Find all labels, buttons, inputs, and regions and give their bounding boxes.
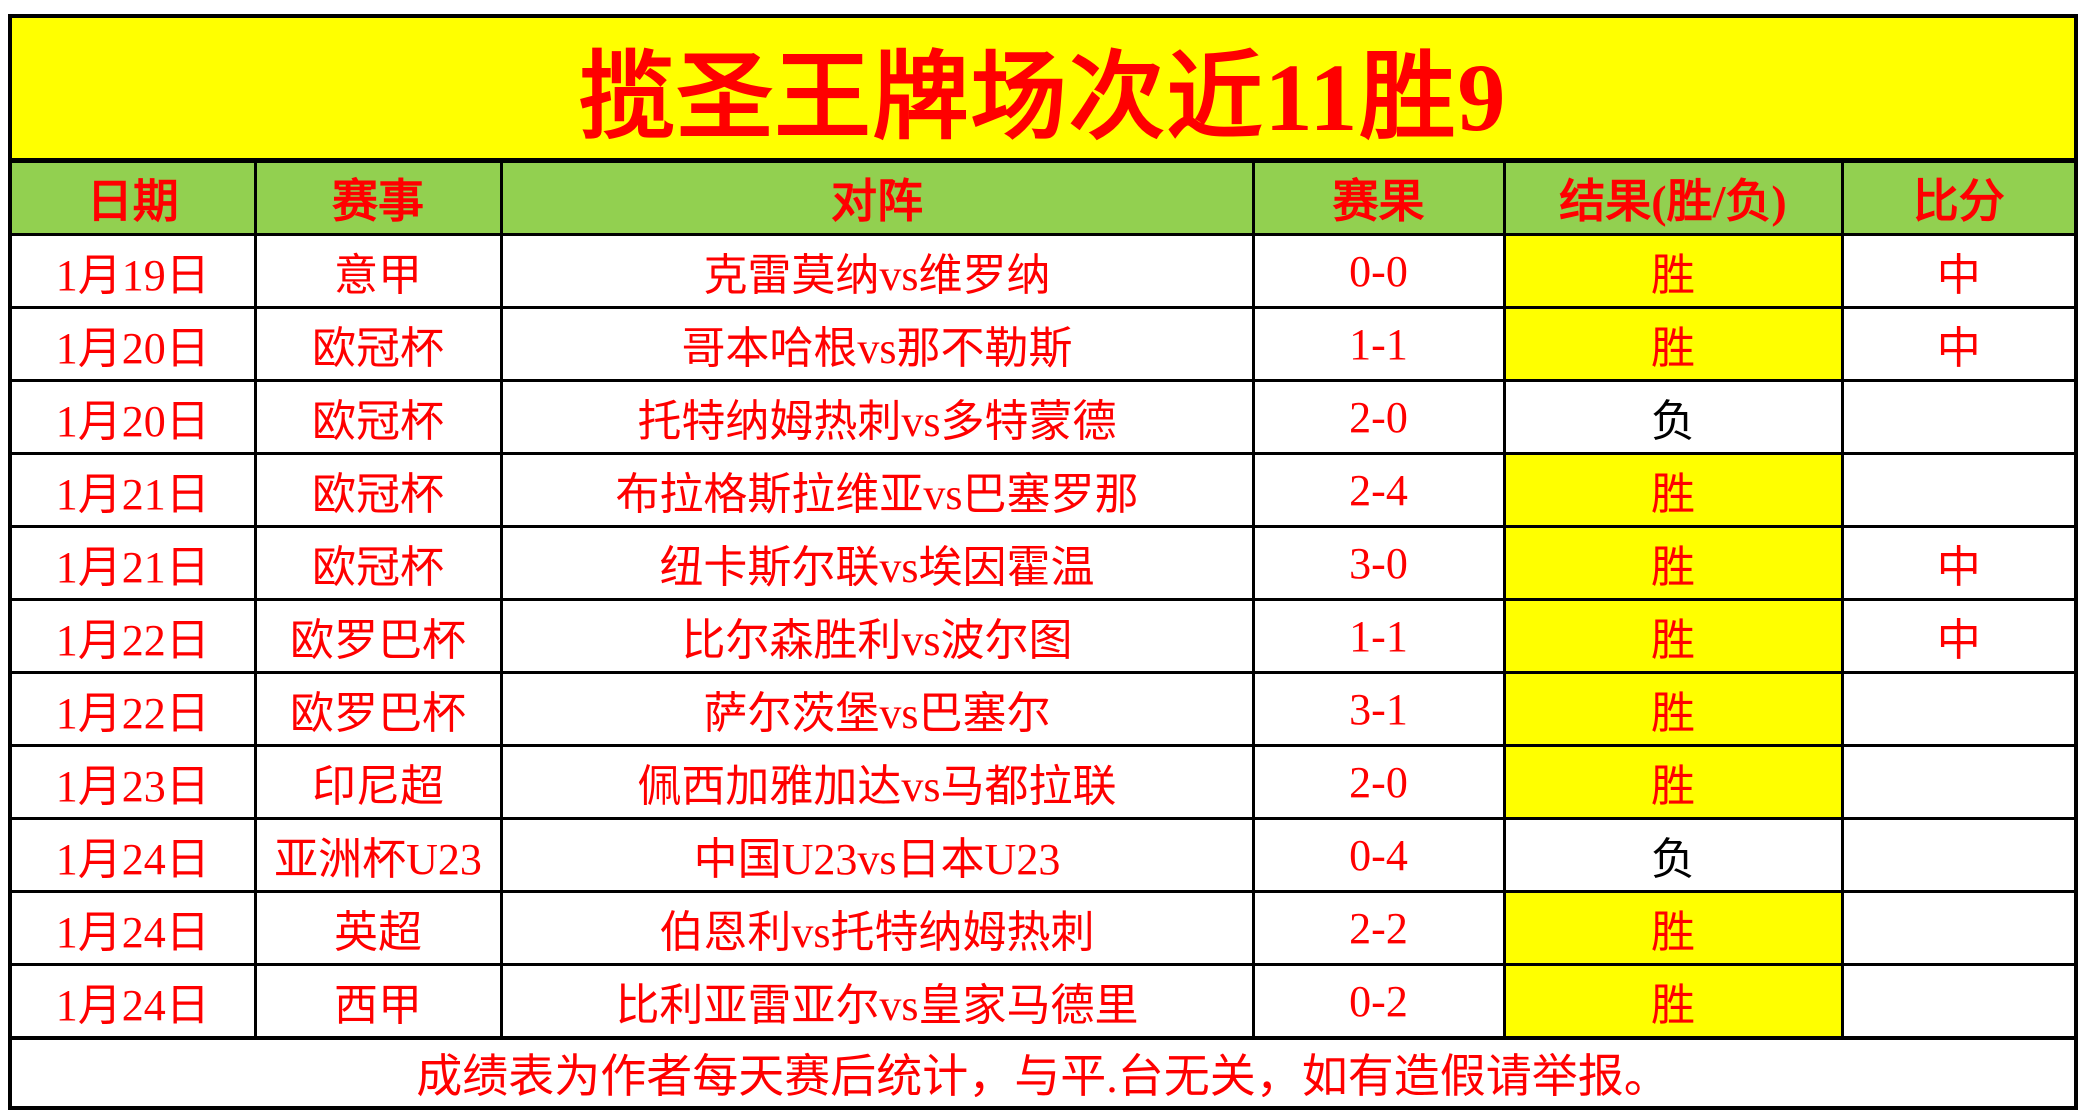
date-cell: 1月24日 bbox=[8, 963, 257, 1040]
outcome-cell bbox=[1840, 890, 2078, 966]
table-row: 1月24日 西甲 比利亚雷亚尔vs皇家马德里 0-2 胜 bbox=[8, 963, 2078, 1040]
outcome-cell bbox=[1840, 963, 2078, 1040]
league-cell: 亚洲杯U23 bbox=[253, 817, 503, 893]
date-cell: 1月24日 bbox=[8, 817, 257, 893]
banner-cell: 揽圣王牌场次近11胜9 bbox=[8, 14, 2078, 163]
outcome-cell: 中 bbox=[1840, 525, 2078, 601]
outcome-cell: 中 bbox=[1840, 598, 2078, 674]
league-cell: 英超 bbox=[253, 890, 503, 966]
score-cell: 2-2 bbox=[1251, 890, 1506, 966]
page-title: 揽圣王牌场次近11胜9 bbox=[578, 43, 1508, 151]
score-cell: 0-0 bbox=[1251, 233, 1506, 309]
league-cell: 欧罗巴杯 bbox=[253, 671, 503, 747]
match-cell: 佩西加雅加达vs马都拉联 bbox=[499, 744, 1255, 820]
result-cell: 胜 bbox=[1502, 744, 1844, 820]
match-cell: 托特纳姆热刺vs多特蒙德 bbox=[499, 379, 1255, 455]
table-row: 1月20日 欧冠杯 哥本哈根vs那不勒斯 1-1 胜 中 bbox=[8, 306, 2078, 382]
league-cell: 欧罗巴杯 bbox=[253, 598, 503, 674]
table-row: 1月22日 欧罗巴杯 比尔森胜利vs波尔图 1-1 胜 中 bbox=[8, 598, 2078, 674]
score-cell: 0-2 bbox=[1251, 963, 1506, 1040]
table-row: 1月24日 亚洲杯U23 中国U23vs日本U23 0-4 负 bbox=[8, 817, 2078, 893]
score-cell: 0-4 bbox=[1251, 817, 1506, 893]
table-row: 1月19日 意甲 克雷莫纳vs维罗纳 0-0 胜 中 bbox=[8, 233, 2078, 309]
date-cell: 1月20日 bbox=[8, 306, 257, 382]
league-cell: 意甲 bbox=[253, 233, 503, 309]
table-row: 1月24日 英超 伯恩利vs托特纳姆热刺 2-2 胜 bbox=[8, 890, 2078, 966]
league-cell: 欧冠杯 bbox=[253, 525, 503, 601]
banner-row: 揽圣王牌场次近11胜9 bbox=[8, 14, 2078, 163]
result-cell: 胜 bbox=[1502, 598, 1844, 674]
score-cell: 2-0 bbox=[1251, 744, 1506, 820]
footer-body: 成绩表为作者每天赛后统计，与平.台无关，如有造假请举报。 bbox=[8, 1036, 2078, 1110]
match-cell: 纽卡斯尔联vs埃因霍温 bbox=[499, 525, 1255, 601]
score-cell: 3-1 bbox=[1251, 671, 1506, 747]
date-cell: 1月22日 bbox=[8, 598, 257, 674]
column-header-outcome: 比分 bbox=[1840, 159, 2078, 236]
match-cell: 哥本哈根vs那不勒斯 bbox=[499, 306, 1255, 382]
result-cell: 负 bbox=[1502, 817, 1844, 893]
result-cell: 胜 bbox=[1502, 890, 1844, 966]
date-cell: 1月19日 bbox=[8, 233, 257, 309]
table-row: 1月22日 欧罗巴杯 萨尔茨堡vs巴塞尔 3-1 胜 bbox=[8, 671, 2078, 747]
result-cell: 胜 bbox=[1502, 963, 1844, 1040]
table-header-row: 日期 赛事 对阵 赛果 结果(胜/负) 比分 bbox=[8, 159, 2078, 236]
match-results-table: 揽圣王牌场次近11胜9 日期 赛事 对阵 赛果 结果(胜/负) 比分 1月19日… bbox=[8, 14, 2079, 1110]
date-cell: 1月24日 bbox=[8, 890, 257, 966]
league-cell: 欧冠杯 bbox=[253, 452, 503, 528]
column-header-league: 赛事 bbox=[253, 159, 503, 236]
match-cell: 克雷莫纳vs维罗纳 bbox=[499, 233, 1255, 309]
league-cell: 欧冠杯 bbox=[253, 379, 503, 455]
column-header-result: 结果(胜/负) bbox=[1502, 159, 1844, 236]
outcome-cell: 中 bbox=[1840, 306, 2078, 382]
result-cell: 胜 bbox=[1502, 671, 1844, 747]
outcome-cell bbox=[1840, 744, 2078, 820]
date-cell: 1月22日 bbox=[8, 671, 257, 747]
footer-row: 成绩表为作者每天赛后统计，与平.台无关，如有造假请举报。 bbox=[8, 1036, 2078, 1110]
table-row: 1月23日 印尼超 佩西加雅加达vs马都拉联 2-0 胜 bbox=[8, 744, 2078, 820]
footer-note-cell: 成绩表为作者每天赛后统计，与平.台无关，如有造假请举报。 bbox=[8, 1036, 2078, 1110]
table-row: 1月20日 欧冠杯 托特纳姆热刺vs多特蒙德 2-0 负 bbox=[8, 379, 2078, 455]
outcome-cell bbox=[1840, 817, 2078, 893]
result-cell: 胜 bbox=[1502, 452, 1844, 528]
footer-note: 成绩表为作者每天赛后统计，与平.台无关，如有造假请举报。 bbox=[416, 1051, 1670, 1102]
score-cell: 2-4 bbox=[1251, 452, 1506, 528]
score-cell: 1-1 bbox=[1251, 598, 1506, 674]
league-cell: 欧冠杯 bbox=[253, 306, 503, 382]
date-cell: 1月23日 bbox=[8, 744, 257, 820]
match-cell: 中国U23vs日本U23 bbox=[499, 817, 1255, 893]
score-cell: 1-1 bbox=[1251, 306, 1506, 382]
match-cell: 比尔森胜利vs波尔图 bbox=[499, 598, 1255, 674]
match-cell: 布拉格斯拉维亚vs巴塞罗那 bbox=[499, 452, 1255, 528]
table-row: 1月21日 欧冠杯 布拉格斯拉维亚vs巴塞罗那 2-4 胜 bbox=[8, 452, 2078, 528]
outcome-cell bbox=[1840, 671, 2078, 747]
result-cell: 胜 bbox=[1502, 525, 1844, 601]
column-header-score: 赛果 bbox=[1251, 159, 1506, 236]
score-cell: 2-0 bbox=[1251, 379, 1506, 455]
column-header-date: 日期 bbox=[8, 159, 257, 236]
date-cell: 1月21日 bbox=[8, 452, 257, 528]
match-cell: 萨尔茨堡vs巴塞尔 bbox=[499, 671, 1255, 747]
date-cell: 1月21日 bbox=[8, 525, 257, 601]
result-cell: 胜 bbox=[1502, 306, 1844, 382]
league-cell: 印尼超 bbox=[253, 744, 503, 820]
match-cell: 伯恩利vs托特纳姆热刺 bbox=[499, 890, 1255, 966]
result-cell: 负 bbox=[1502, 379, 1844, 455]
outcome-cell bbox=[1840, 452, 2078, 528]
match-cell: 比利亚雷亚尔vs皇家马德里 bbox=[499, 963, 1255, 1040]
table-row: 1月21日 欧冠杯 纽卡斯尔联vs埃因霍温 3-0 胜 中 bbox=[8, 525, 2078, 601]
result-cell: 胜 bbox=[1502, 233, 1844, 309]
score-cell: 3-0 bbox=[1251, 525, 1506, 601]
outcome-cell bbox=[1840, 379, 2078, 455]
outcome-cell: 中 bbox=[1840, 233, 2078, 309]
league-cell: 西甲 bbox=[253, 963, 503, 1040]
date-cell: 1月20日 bbox=[8, 379, 257, 455]
column-header-match: 对阵 bbox=[499, 159, 1255, 236]
